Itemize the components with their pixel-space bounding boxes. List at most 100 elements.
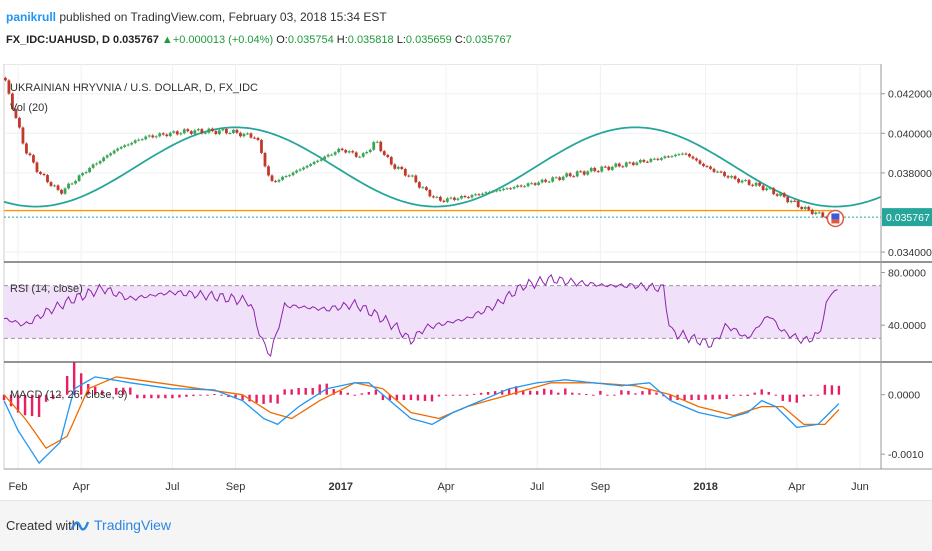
x-tick-label: 2017 — [329, 481, 353, 493]
macd-histogram-bar — [571, 392, 574, 395]
candle-body — [84, 172, 88, 174]
macd-histogram-bar — [830, 385, 834, 395]
candle-body — [417, 182, 421, 188]
macd-tick-label: -0.0010 — [888, 449, 924, 461]
candle-body — [147, 135, 151, 137]
candle-body — [126, 144, 130, 146]
candle-body — [393, 164, 397, 169]
macd-histogram-bar — [627, 390, 630, 395]
candle-body — [488, 191, 491, 193]
macd-pane — [2, 362, 841, 465]
x-tick-label: Apr — [73, 481, 90, 493]
macd-histogram-bar — [23, 394, 27, 416]
candle-body — [323, 156, 327, 160]
chart-canvas[interactable]: Feb Apr Jul Sep 2017 Apr Jul Sep 2018 Apr Jun 0.042… — [0, 64, 932, 500]
candle-body — [56, 185, 60, 190]
x-tick-label: Feb — [9, 481, 28, 493]
macd-histogram-bar — [367, 392, 371, 395]
candle-body — [340, 148, 344, 151]
candle-body — [786, 196, 790, 203]
candle-body — [428, 190, 432, 197]
macd-histogram-bar — [816, 394, 820, 396]
candle-body — [179, 133, 183, 135]
candle-body — [449, 197, 453, 199]
open-value: 0.035754 — [287, 34, 334, 46]
candle-body — [351, 151, 355, 153]
macd-histogram-bar — [129, 387, 132, 395]
candle-body — [589, 167, 593, 172]
candle-body — [239, 132, 242, 137]
candle-body — [379, 141, 383, 152]
candle-body — [382, 151, 386, 155]
candle-body — [779, 193, 783, 196]
candle-body — [253, 137, 256, 139]
candle-body — [333, 152, 337, 155]
macd-histogram-bar — [837, 385, 841, 395]
tradingview-link[interactable]: TradingView — [94, 517, 172, 533]
tradingview-logo-icon — [70, 521, 90, 531]
candle-body — [747, 180, 751, 185]
candle-body — [67, 183, 70, 189]
candle-body — [193, 130, 197, 134]
candle-body — [91, 164, 95, 168]
candle-body — [702, 163, 705, 167]
candle-body — [42, 173, 46, 176]
candle-body — [144, 136, 148, 140]
candle-body — [7, 80, 11, 94]
candle-body — [768, 188, 772, 190]
x-tick-label: Jul — [530, 481, 544, 493]
x-tick-label: Apr — [437, 481, 454, 493]
candle-body — [453, 197, 456, 200]
candle-body — [337, 148, 341, 153]
macd-histogram-bar — [206, 394, 209, 396]
candle-body — [21, 127, 25, 144]
candle-body — [807, 206, 811, 210]
candle-body — [691, 156, 695, 159]
candle-body — [274, 180, 277, 182]
macd-histogram-bar — [395, 394, 399, 401]
candle-body — [614, 163, 618, 167]
candle-body — [537, 182, 541, 185]
macd-histogram-bar — [290, 389, 293, 395]
candle-body — [400, 166, 404, 170]
candle-body — [477, 194, 481, 196]
candle-body — [326, 154, 330, 157]
candle-body — [53, 185, 56, 187]
macd-histogram-bar — [241, 394, 244, 401]
macd-histogram-bar — [578, 393, 581, 395]
candle-body — [235, 129, 239, 133]
candle-body — [705, 166, 709, 168]
candle-body — [32, 155, 35, 163]
candle-body — [49, 182, 53, 186]
candle-body — [803, 206, 807, 209]
candle-body — [495, 190, 498, 192]
candle-body — [210, 128, 214, 132]
candle-body — [438, 196, 442, 201]
macd-histogram-bar — [521, 390, 525, 395]
candle-body — [659, 158, 663, 160]
rsi-band — [4, 285, 881, 339]
candle-body — [484, 192, 488, 194]
macd-histogram-bar — [51, 394, 55, 400]
candle-body — [281, 176, 284, 180]
macd-histogram-bar — [585, 394, 588, 396]
candle-body — [649, 158, 653, 162]
author-link[interactable]: panikrull — [6, 10, 57, 24]
macd-histogram-bar — [143, 394, 146, 399]
chart-frame — [3, 64, 882, 470]
candle-body — [667, 156, 670, 158]
created-with-text: Created with — [6, 518, 79, 533]
candle-body — [295, 170, 298, 173]
candle-body — [396, 166, 400, 169]
candle-body — [645, 161, 649, 163]
macd-histogram-bar — [2, 394, 6, 401]
candle-body — [74, 180, 77, 184]
candle-body — [677, 154, 681, 156]
candle-body — [481, 193, 484, 195]
candle-body — [344, 150, 348, 153]
candle-body — [98, 161, 102, 164]
macd-histogram-bar — [781, 394, 784, 401]
candle-body — [242, 133, 246, 137]
macd-histogram-bar — [613, 394, 616, 396]
candle-body — [733, 176, 737, 179]
